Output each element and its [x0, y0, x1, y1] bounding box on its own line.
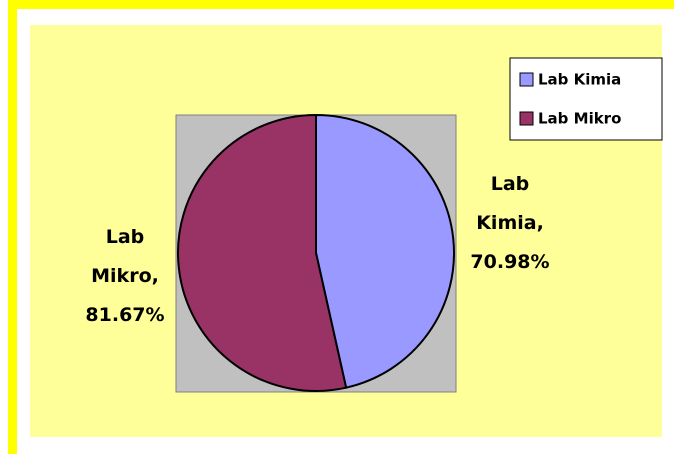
- pie-slice: [315, 113, 455, 389]
- data-label-line: Mikro,: [91, 265, 159, 287]
- pie-slice: [177, 113, 348, 392]
- legend-swatch: [519, 72, 534, 87]
- data-label-line: Kimia,: [476, 212, 544, 234]
- legend-label: Lab Mikro: [538, 110, 621, 128]
- data-label: Lab Kimia, 70.98%: [470, 173, 549, 273]
- legend: [509, 57, 663, 141]
- data-label-line: 70.98%: [470, 251, 549, 273]
- data-label: Lab Mikro, 81.67%: [85, 226, 164, 326]
- data-label-line: Lab: [491, 173, 530, 195]
- frame-left: [8, 0, 17, 454]
- data-label-line: Lab: [106, 226, 145, 248]
- legend-label: Lab Kimia: [538, 71, 621, 89]
- data-label-line: 81.67%: [85, 304, 164, 326]
- legend-swatch: [519, 111, 534, 126]
- frame-top: [8, 0, 674, 9]
